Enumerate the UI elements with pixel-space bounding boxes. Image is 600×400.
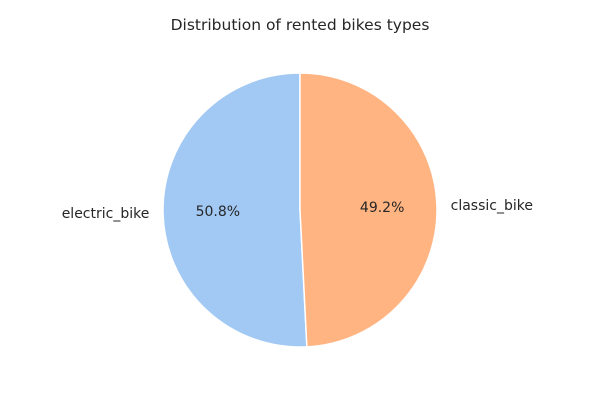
chart-title: Distribution of rented bikes types (171, 16, 430, 34)
pie-slice-electric-bike (162, 72, 308, 348)
pie-labels: electric_bike 50.8% classic_bike 49.2% (62, 198, 533, 222)
slice-percent-classic-bike: 49.2% (360, 200, 404, 216)
pie-slices (162, 72, 438, 348)
slice-percent-electric-bike: 50.8% (196, 204, 240, 220)
slice-label-electric-bike: electric_bike (62, 206, 150, 222)
slice-label-classic-bike: classic_bike (451, 198, 533, 214)
pie-slice-classic-bike (299, 72, 438, 348)
